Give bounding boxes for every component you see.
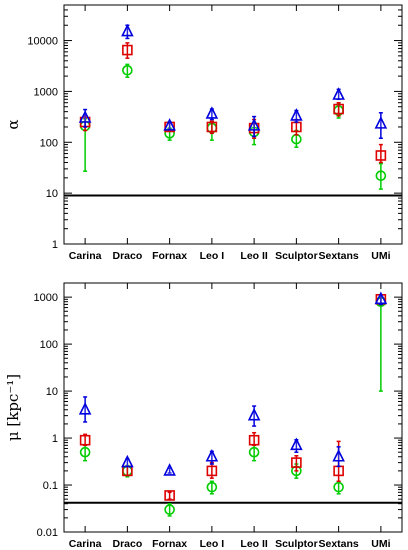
x-tick-label: Carina xyxy=(69,250,102,262)
x-tick-label: Draco xyxy=(112,538,142,550)
data-point-circle xyxy=(333,481,344,493)
series-square xyxy=(79,42,387,164)
data-point-triangle xyxy=(121,454,134,468)
x-tick-label: Sextans xyxy=(318,250,358,262)
data-point-circle xyxy=(206,481,218,493)
y-tick-label: 1 xyxy=(52,239,58,251)
x-tick-label: Leo II xyxy=(240,250,268,262)
data-point-triangle xyxy=(205,106,219,119)
series-triangle xyxy=(78,23,388,139)
y-tick-label: 100 xyxy=(40,137,58,149)
x-tick-label: Sculptor xyxy=(275,250,318,262)
plot-frame xyxy=(63,282,403,533)
x-tick-label: Sextans xyxy=(318,538,358,550)
x-tick-label: Leo II xyxy=(240,538,268,550)
x-tick-label: Leo I xyxy=(200,250,225,262)
series-circle xyxy=(79,296,387,517)
y-tick-label: 1000 xyxy=(34,86,58,98)
data-point-circle xyxy=(164,504,175,515)
chart-panel-1: 1 10 100 1000 10000 Carina Draco Fornax Leo I Leo… xyxy=(4,4,403,262)
y-tick-label: 100 xyxy=(40,339,58,351)
data-point-triangle xyxy=(332,87,345,100)
series-triangle xyxy=(78,291,388,476)
x-tick-label: Fornax xyxy=(152,250,187,262)
x-tick-label: Sculptor xyxy=(275,538,318,550)
data-point-square xyxy=(79,434,91,446)
data-point-square xyxy=(333,103,344,115)
data-point-circle xyxy=(79,446,91,458)
data-point-triangle xyxy=(78,110,92,123)
data-point-circle xyxy=(248,446,260,458)
x-tick-label: UMi xyxy=(371,538,390,550)
x-tick-label: Leo I xyxy=(200,538,225,550)
data-point-triangle xyxy=(247,407,261,421)
data-point-square xyxy=(375,150,387,161)
data-point-triangle xyxy=(78,401,92,415)
data-point-triangle xyxy=(374,116,388,129)
y-tick-label: 1000 xyxy=(34,292,58,304)
data-point-triangle xyxy=(121,23,134,37)
x-tick-label: Fornax xyxy=(152,538,187,550)
data-point-triangle xyxy=(332,448,345,462)
data-point-triangle xyxy=(290,437,303,451)
data-point-square xyxy=(122,44,133,56)
data-point-square xyxy=(206,465,218,477)
plot-frame xyxy=(63,4,403,245)
x-tick-label: Draco xyxy=(112,250,142,262)
data-point-triangle xyxy=(205,448,219,462)
data-point-circle xyxy=(375,170,387,182)
y-axis-title: α xyxy=(4,119,22,129)
series-circle xyxy=(79,63,387,190)
data-point-triangle xyxy=(163,118,176,131)
data-point-triangle xyxy=(163,463,176,476)
data-point-triangle xyxy=(290,108,303,121)
y-tick-label: 10 xyxy=(46,188,58,200)
x-tick-label: UMi xyxy=(371,250,390,262)
series-square xyxy=(79,293,387,501)
data-point-circle xyxy=(122,65,133,76)
y-tick-label: 1 xyxy=(52,433,58,445)
y-tick-label: 0.01 xyxy=(37,527,58,539)
y-tick-label: 10 xyxy=(46,386,58,398)
data-point-square xyxy=(291,457,302,468)
data-point-triangle xyxy=(374,291,388,305)
data-point-triangle xyxy=(247,118,261,131)
x-tick-label: Carina xyxy=(69,538,102,550)
y-tick-label: 10000 xyxy=(27,36,58,48)
chart-panel-2: 0.01 0.1 1 10 100 1000 Carina Draco Fornax Leo I L… xyxy=(4,282,403,550)
data-point-square xyxy=(206,121,218,133)
y-tick-label: 0.1 xyxy=(43,480,58,492)
data-point-square xyxy=(248,434,260,446)
data-point-square xyxy=(164,490,175,501)
y-axis-title: μ [kpc⁻¹] xyxy=(4,374,22,441)
